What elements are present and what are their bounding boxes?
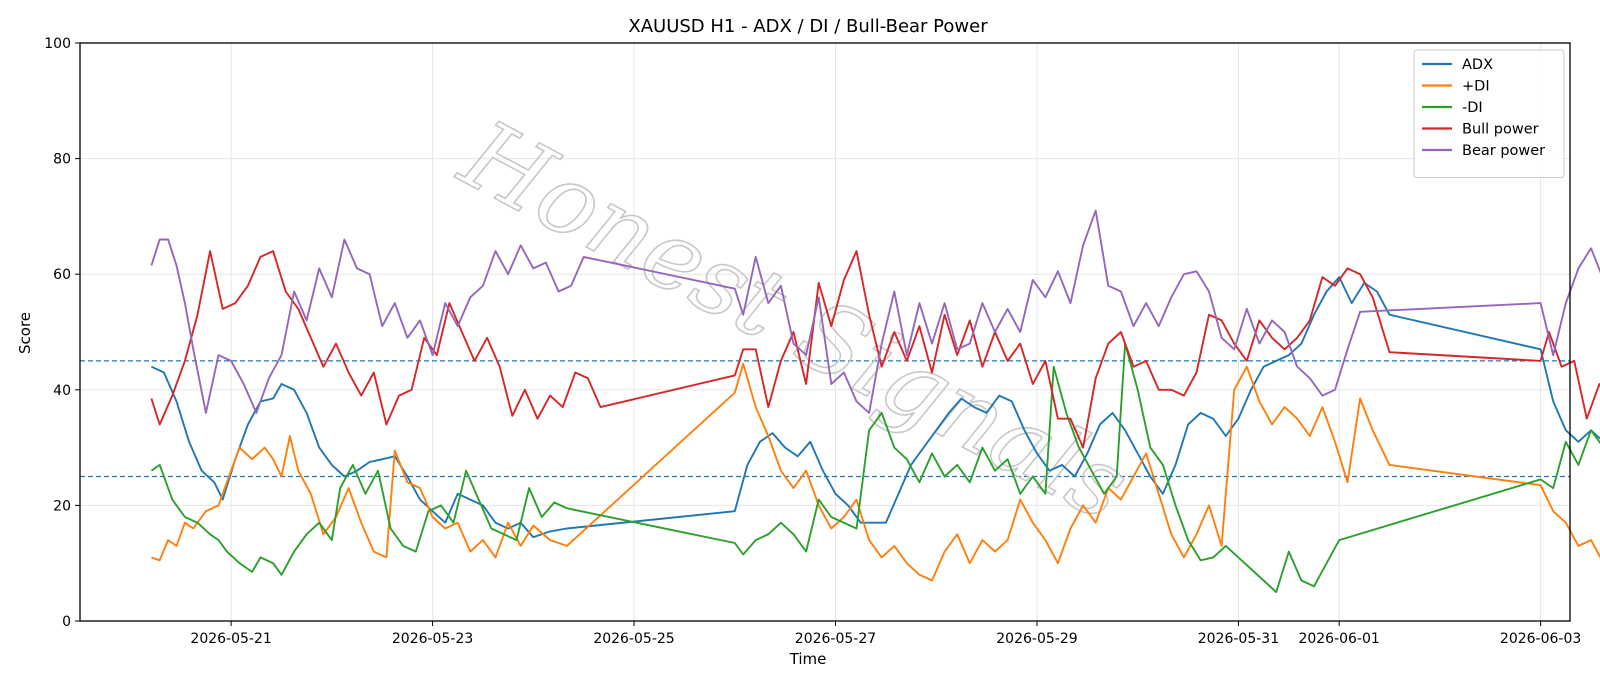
series-line-bear-power <box>150 209 1600 414</box>
series-line-di <box>150 342 1600 594</box>
y-tick-label: 60 <box>53 267 71 283</box>
legend: ADX +DI -DI Bull power Bear power <box>1413 49 1565 178</box>
y-tick-label: 20 <box>53 498 71 514</box>
y-axis-label: Score <box>16 312 34 354</box>
x-tick-label: 2026-06-03 <box>1500 631 1581 647</box>
x-tick-label: 2026-05-27 <box>795 631 876 647</box>
chart-title: XAUUSD H1 - ADX / DI / Bull-Bear Power <box>628 16 988 37</box>
series-line-bull-power <box>150 250 1600 449</box>
legend-label-adx: ADX <box>1462 57 1493 73</box>
y-tick-label: 100 <box>44 36 71 52</box>
x-tick-label: 2026-05-21 <box>190 631 271 647</box>
x-axis-label: Time <box>789 650 827 668</box>
y-tick-label: 80 <box>53 152 71 168</box>
series-layer <box>150 209 1600 594</box>
y-tick-label: 0 <box>62 614 71 630</box>
legend-label-bear-power: Bear power <box>1462 143 1545 159</box>
legend-label-di: -DI <box>1462 100 1483 116</box>
plot-frame <box>79 42 1571 622</box>
legend-label-di: +DI <box>1462 79 1490 95</box>
series-line-adx <box>151 276 1600 539</box>
x-tick-label: 2026-06-01 <box>1298 631 1379 647</box>
legend-label-bull-power: Bull power <box>1462 122 1539 138</box>
x-tick-label: 2026-05-29 <box>996 631 1077 647</box>
legend-box <box>1413 49 1565 178</box>
y-tick-label: 40 <box>53 383 71 399</box>
x-tick-label: 2026-05-25 <box>593 631 674 647</box>
tick-layer: 0 20 40 60 80 100 2026-05-21 2026-05-23 2026-05-… <box>44 36 1581 647</box>
series-line-di <box>151 362 1600 582</box>
x-tick-label: 2026-05-31 <box>1198 631 1279 647</box>
x-tick-label: 2026-05-23 <box>392 631 473 647</box>
